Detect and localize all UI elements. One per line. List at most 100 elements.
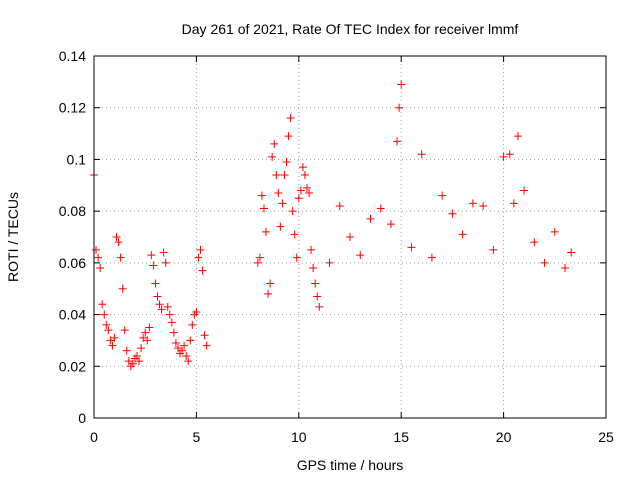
- x-tick-label: 25: [598, 429, 614, 445]
- data-point: [479, 201, 488, 210]
- data-point: [505, 150, 514, 159]
- data-point: [302, 183, 311, 192]
- data-point: [407, 243, 416, 252]
- data-point: [458, 230, 467, 239]
- data-point: [356, 251, 365, 260]
- data-point: [118, 284, 127, 293]
- data-point: [307, 245, 316, 254]
- data-point: [366, 214, 375, 223]
- data-point: [145, 323, 154, 332]
- data-point: [108, 341, 117, 350]
- data-point: [169, 328, 178, 337]
- data-point: [567, 248, 576, 257]
- data-point: [284, 132, 293, 141]
- data-point: [313, 292, 322, 301]
- data-point: [128, 359, 137, 368]
- data-point: [159, 248, 168, 257]
- data-point: [100, 310, 109, 319]
- data-point: [167, 318, 176, 327]
- data-point: [262, 227, 271, 236]
- data-point: [182, 351, 191, 360]
- data-point: [135, 357, 144, 366]
- data-point: [116, 253, 125, 262]
- data-point: [292, 253, 301, 262]
- data-point: [274, 189, 283, 198]
- y-axis-label: ROTI / TECUs: [5, 192, 21, 282]
- data-point: [266, 279, 275, 288]
- x-tick-label: 15: [393, 429, 409, 445]
- data-point: [161, 258, 170, 267]
- data-point: [200, 331, 209, 340]
- data-point: [137, 344, 146, 353]
- data-point: [268, 152, 277, 161]
- x-tick-label: 20: [496, 429, 512, 445]
- y-tick-label: 0.04: [59, 307, 86, 323]
- data-point: [270, 139, 279, 148]
- data-point: [386, 220, 395, 229]
- data-point: [550, 227, 559, 236]
- data-point: [151, 279, 160, 288]
- data-point: [96, 264, 105, 273]
- data-point: [153, 292, 162, 301]
- data-point: [282, 158, 291, 167]
- data-point: [427, 253, 436, 262]
- data-point: [180, 341, 189, 350]
- data-point: [139, 333, 148, 342]
- data-point: [141, 328, 150, 337]
- x-tick-label: 0: [90, 429, 98, 445]
- data-point: [438, 191, 447, 200]
- data-point: [192, 307, 201, 316]
- data-point: [257, 191, 266, 200]
- data-point: [114, 238, 123, 247]
- data-point: [520, 186, 529, 195]
- data-point: [513, 132, 522, 141]
- data-point: [122, 346, 131, 355]
- data-point: [280, 170, 289, 179]
- data-point: [194, 253, 203, 262]
- data-point: [165, 310, 174, 319]
- data-point: [376, 204, 385, 213]
- y-tick-label: 0.06: [59, 255, 86, 271]
- data-point: [509, 199, 518, 208]
- data-point: [173, 344, 182, 353]
- data-point: [184, 357, 193, 366]
- data-point: [188, 320, 197, 329]
- data-point: [147, 251, 156, 260]
- y-tick-label: 0.12: [59, 100, 86, 116]
- data-points: [90, 80, 576, 371]
- data-point: [335, 201, 344, 210]
- data-point: [124, 357, 133, 366]
- data-point: [325, 258, 334, 267]
- data-point: [110, 333, 119, 342]
- data-point: [417, 150, 426, 159]
- data-point: [298, 163, 307, 172]
- data-point: [102, 320, 111, 329]
- grid-lines: [94, 56, 606, 418]
- plot-frame: [93, 55, 607, 419]
- data-point: [294, 194, 303, 203]
- y-tick-label: 0: [78, 410, 86, 426]
- data-point: [309, 264, 318, 273]
- data-point: [253, 258, 262, 267]
- data-point: [92, 245, 101, 254]
- data-point: [106, 336, 115, 345]
- data-point: [198, 266, 207, 275]
- data-point: [395, 103, 404, 112]
- data-point: [286, 114, 295, 123]
- data-point: [530, 238, 539, 247]
- data-point: [288, 207, 297, 216]
- data-point: [448, 209, 457, 218]
- data-point: [393, 137, 402, 146]
- data-point: [468, 199, 477, 208]
- data-point: [98, 300, 107, 309]
- data-point: [143, 336, 152, 345]
- data-point: [397, 80, 406, 89]
- data-point: [315, 302, 324, 311]
- data-point: [311, 279, 320, 288]
- x-tick-labels: 0 5 10 15 20 25: [90, 429, 614, 445]
- y-tick-label: 0.08: [59, 203, 86, 219]
- data-point: [296, 186, 305, 195]
- data-point: [196, 245, 205, 254]
- data-point: [104, 326, 113, 335]
- data-point: [149, 261, 158, 270]
